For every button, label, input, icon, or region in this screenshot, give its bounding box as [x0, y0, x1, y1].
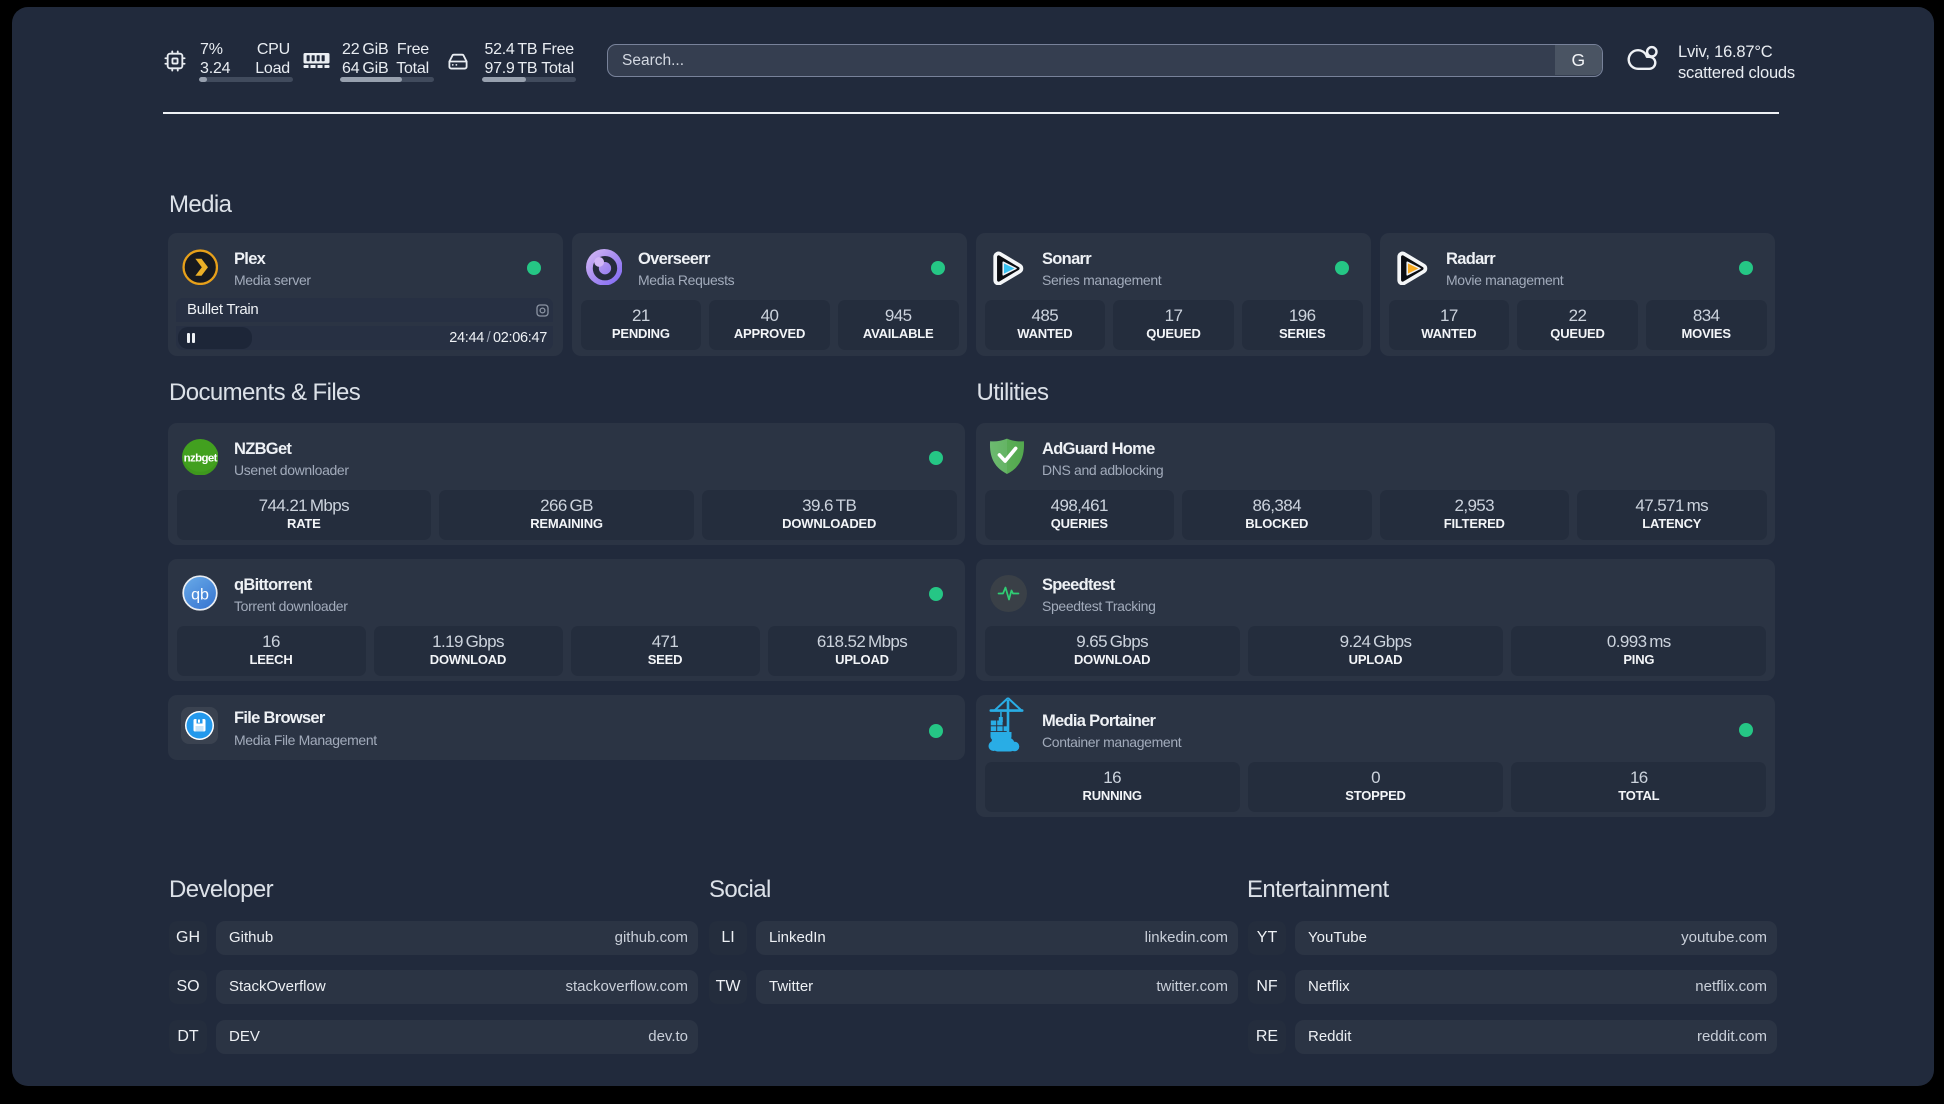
svg-text:qb: qb — [191, 586, 209, 603]
svg-text:nzbget: nzbget — [183, 452, 217, 464]
